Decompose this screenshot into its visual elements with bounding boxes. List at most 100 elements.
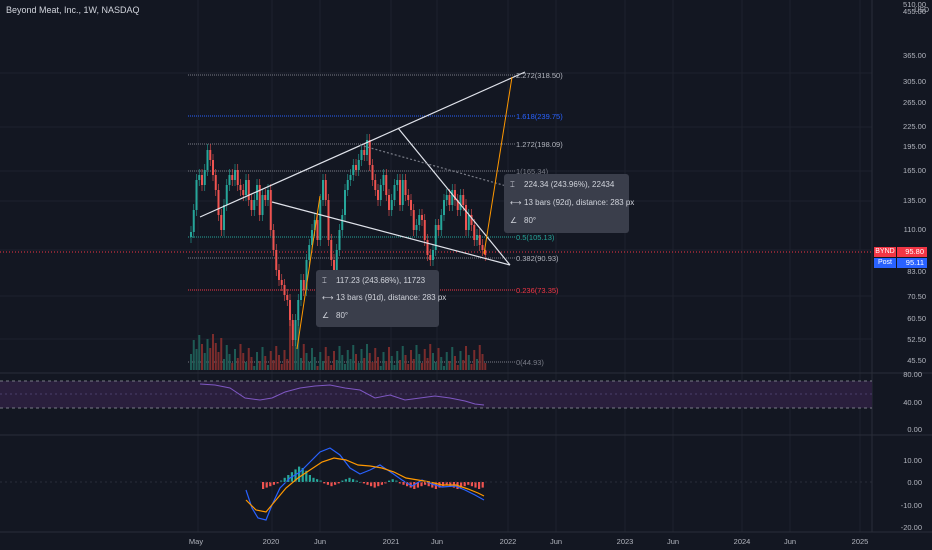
candle-body [190,232,192,237]
volume-bar [434,362,437,370]
rsi-axis[interactable]: 80.00 40.00 0.00 [903,370,922,434]
bars-range-icon: ⟷ [322,293,334,302]
symbol-title[interactable]: Beyond Meat, Inc., 1W, NASDAQ [6,5,140,15]
time-tick: Jun [784,537,796,546]
candle-body [333,260,335,275]
candle-body [269,190,272,230]
candle-body [470,215,473,225]
macd-hist-bar [427,482,430,487]
volume-bar [352,345,355,370]
measure-tooltip-lower[interactable]: ⌶ 117.23 (243.68%), 11723 ⟷ 13 bars (91d),… [316,270,446,327]
time-tick: 2022 [500,537,517,546]
volume-bar [355,354,357,370]
volume-bar [429,344,432,370]
price-tick: 265.00 [903,98,926,107]
fib-label: 1.272(198.09) [516,140,563,149]
candle-body [346,180,349,190]
volume-bar [377,357,379,370]
post-price-badge: 95.11 [897,258,927,268]
price-tick: 455.00 [903,7,926,16]
macd-tick: 10.00 [903,456,922,465]
macd-line [245,447,485,521]
volume-bar [313,357,316,370]
volume-bar [357,363,360,370]
candle-body [267,190,269,200]
volume-bar [217,352,220,370]
candle-body [448,195,451,205]
volume-bar [247,348,250,370]
volume-bar [322,361,324,370]
candle-body [377,190,379,200]
volume-bar [311,348,313,370]
macd-hist-bar [337,482,340,484]
price-tick: 45.50 [907,356,926,365]
volume-bar [278,355,280,370]
candle-body [379,185,382,200]
fib-label: 1.618(239.75) [516,112,563,121]
rsi-tick: 80.00 [903,370,922,379]
volume-bar [209,348,212,370]
candle-body [465,205,467,230]
candle-body [371,165,374,180]
volume-bar [283,350,286,370]
volume-bar [412,359,415,370]
volume-bar [396,351,399,370]
volume-bar [374,348,377,370]
macd-hist-bar [449,482,452,487]
candle-body [201,175,203,185]
volume-bar [418,354,421,370]
macd-hist-bar [323,482,326,484]
candle-body [360,150,363,160]
volume-bar [297,319,300,370]
macd-hist-bar [431,482,434,488]
candle-body [382,175,385,185]
volume-bar [443,366,445,370]
macd-hist-bar [298,466,301,482]
price-tick: 70.50 [907,292,926,301]
macd-hist-bar [366,482,369,485]
candle-body [275,250,278,270]
volume-bar [242,353,245,370]
candle-body [349,175,352,180]
volume-bar [308,362,311,370]
fib-label: 2.272(318.50) [516,71,563,80]
fib-level-labels: 2.272(318.50) 1.618(239.75) 1.272(198.09… [516,71,563,367]
volume-bar [410,350,412,370]
candle-body [401,180,404,205]
macd-hist-bar [316,479,319,482]
trend-lines[interactable] [199,71,526,266]
macd-hist-bar [460,482,463,488]
candle-body [308,245,311,260]
macd-axis[interactable]: 10.00 0.00 -10.00 -20.00 [901,456,922,532]
candle-body [476,235,478,240]
candle-body [228,175,231,185]
macd-hist-bar [442,482,445,487]
volume-bar [258,361,261,370]
volume-bar [286,359,289,370]
candle-body [352,165,355,175]
volume-bar [192,340,195,370]
volume-bar [220,338,223,370]
time-axis[interactable]: May 2020 Jun 2021 Jun 2022 Jun 2023 Jun … [189,537,868,546]
candle-body [313,220,316,230]
volume-bar [462,360,465,370]
price-axis[interactable]: 510.00 455.00 365.00 305.00 265.00 225.0… [903,0,926,365]
candle-body [481,245,484,250]
volume-bar [415,345,418,370]
candle-body [212,160,214,175]
candle-body [388,195,390,210]
candle-body [423,220,426,240]
volume-bar [349,359,352,370]
candle-body [286,295,289,300]
measure-tooltip-upper[interactable]: ⌶ 224.34 (243.96%), 22434 ⟷ 13 bars (92d),… [504,174,634,233]
macd-hist-bar [280,480,283,482]
volume-bar [261,347,264,370]
projection-lines[interactable] [296,76,513,350]
time-tick: 2024 [734,537,751,546]
volume-bar [404,355,407,370]
volume-bar [385,361,388,370]
macd-hist-bar [305,470,308,482]
volume-bar [231,363,234,370]
volume-bar [201,344,203,370]
